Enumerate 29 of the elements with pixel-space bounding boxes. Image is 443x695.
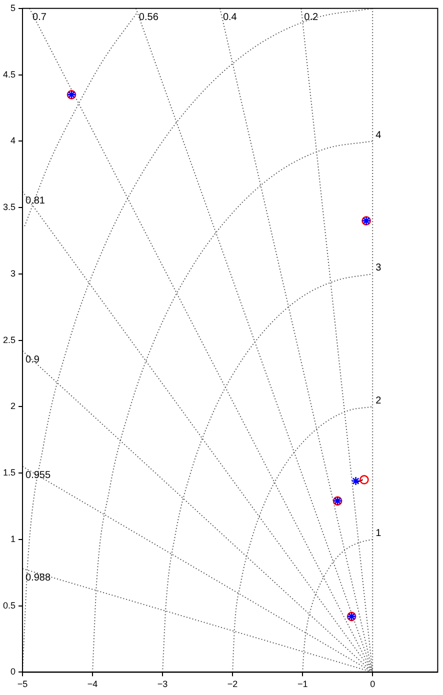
annotation: 0.81 bbox=[26, 195, 46, 206]
annotation: 0.9 bbox=[26, 354, 40, 366]
x-tick-label: −4 bbox=[87, 679, 98, 690]
annotation: 0.7 bbox=[32, 12, 47, 24]
y-tick-label: 3.5 bbox=[2, 202, 16, 212]
y-tick-label: 2.5 bbox=[2, 334, 16, 345]
x-tick-label: −3 bbox=[157, 679, 168, 690]
y-tick-label: 5 bbox=[10, 2, 16, 13]
annotation: 0.56 bbox=[138, 12, 159, 24]
y-tick-label: 3 bbox=[10, 268, 16, 278]
annotation: 0.2 bbox=[304, 12, 319, 24]
annotation: 4 bbox=[376, 130, 382, 141]
x-tick-label: 0 bbox=[370, 679, 376, 690]
y-tick-label: 0 bbox=[10, 666, 16, 677]
annotation: 1 bbox=[376, 528, 382, 540]
annotation: 0.4 bbox=[222, 12, 238, 24]
annotation: 0.955 bbox=[26, 470, 51, 482]
y-tick-label: 2 bbox=[10, 401, 16, 412]
y-tick-label: 1.5 bbox=[2, 468, 16, 478]
annotation: 2 bbox=[376, 395, 382, 406]
annotation: 0.988 bbox=[26, 572, 51, 584]
y-tick-label: 4 bbox=[10, 136, 16, 146]
x-tick-label: −5 bbox=[17, 679, 28, 690]
x-tick-label: −1 bbox=[297, 679, 308, 690]
x-tick-label: −2 bbox=[227, 679, 238, 690]
y-tick-label: 4.5 bbox=[2, 69, 16, 80]
y-tick-label: 1 bbox=[10, 534, 16, 544]
y-tick-label: 0.5 bbox=[2, 600, 16, 610]
annotation: 3 bbox=[376, 262, 382, 274]
